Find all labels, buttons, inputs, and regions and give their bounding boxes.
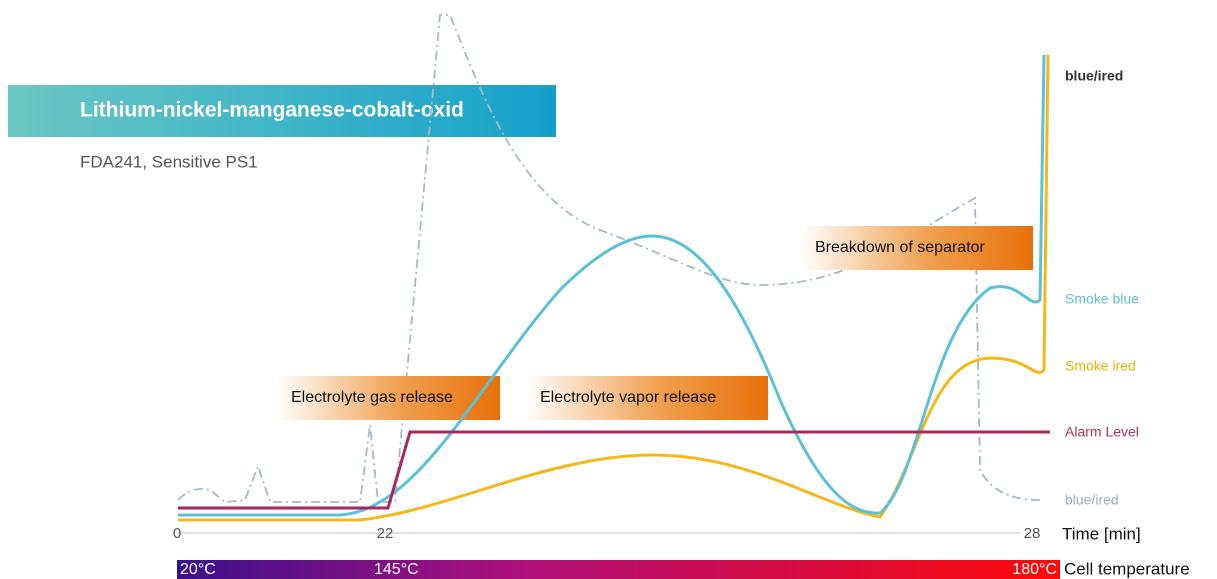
smoke-blue-curve bbox=[178, 54, 1046, 517]
smoke-ired-curve bbox=[178, 54, 1050, 522]
subtitle: FDA241, Sensitive PS1 bbox=[80, 152, 258, 171]
annotation: Breakdown of separator bbox=[815, 239, 986, 256]
axis-label: Time [min] bbox=[1062, 524, 1141, 543]
annotation-box bbox=[800, 226, 1033, 270]
blue-ired-curve bbox=[177, 14, 1041, 503]
annotation-box bbox=[276, 376, 500, 420]
curve-label: Smoke blue bbox=[1065, 291, 1139, 307]
temperature-label: 180°C bbox=[1012, 561, 1057, 578]
curve-label: blue/ired bbox=[1065, 68, 1123, 84]
title: Lithium-nickel-manganese-cobalt-oxid bbox=[80, 99, 464, 122]
curve-label: blue/ired bbox=[1065, 492, 1119, 508]
annotation: Electrolyte gas release bbox=[291, 389, 453, 406]
alarm-level-line bbox=[178, 430, 1050, 510]
annotation-box bbox=[525, 376, 768, 420]
title-box bbox=[8, 85, 556, 137]
tick-label: 22 bbox=[377, 525, 394, 542]
curve-label: Smoke ired bbox=[1065, 358, 1136, 374]
temperature-bar-label: Cell temperature bbox=[1064, 559, 1190, 578]
temperature-label: 20°C bbox=[180, 561, 216, 578]
temperature-label: 145°C bbox=[374, 561, 419, 578]
temperature-bar bbox=[177, 560, 1060, 579]
tick-label: 0 bbox=[173, 525, 181, 542]
tick-label: 28 bbox=[1024, 525, 1041, 542]
curve-label: Alarm Level bbox=[1065, 424, 1139, 440]
annotation: Electrolyte vapor release bbox=[540, 389, 716, 406]
